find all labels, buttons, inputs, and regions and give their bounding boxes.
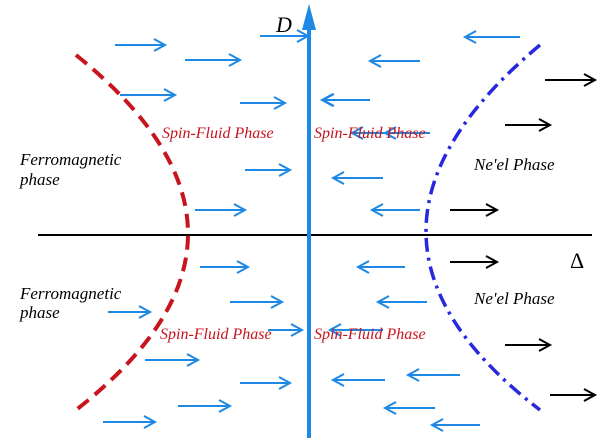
right-flow-arrow-7 <box>230 295 285 309</box>
delta-axis-label: Δ <box>570 248 584 273</box>
right-flow-arrow-11 <box>178 399 233 413</box>
neel-flow-arrow-1 <box>505 118 553 132</box>
left-flow-arrow-1 <box>367 54 420 68</box>
right-flow-arrow-6 <box>200 260 251 274</box>
spin-fluid-label-bottom-right: Spin-Fluid Phase <box>314 326 426 343</box>
right-flow-arrow-5 <box>195 203 248 217</box>
neel-flow-arrow-4 <box>505 338 553 352</box>
neel-label-bottom: Ne'el Phase <box>473 289 555 308</box>
right-flow-arrow-12 <box>260 29 311 43</box>
right-flow-arrow-8 <box>145 353 201 367</box>
right-flow-arrow-1 <box>185 53 243 67</box>
left-flow-arrow-10 <box>405 368 460 382</box>
right-flow-arrow-4 <box>245 163 293 177</box>
right-flow-arrow-3 <box>240 96 288 110</box>
neel-label-top: Ne'el Phase <box>473 155 555 174</box>
right-flow-arrow-2 <box>120 88 178 102</box>
spin-fluid-label-top-left: Spin-Fluid Phase <box>162 125 274 142</box>
spin-fluid-label-bottom-left: Spin-Fluid Phase <box>160 326 272 343</box>
ferro-top-label-line2: phase <box>19 170 60 189</box>
right-flow-arrow-13 <box>268 323 305 337</box>
neel-flow-arrow-5 <box>550 388 598 402</box>
d-axis-label: D <box>275 12 292 37</box>
left-flow-arrow-7 <box>375 295 427 309</box>
neel-boundary <box>424 43 542 412</box>
ferro-top-label-line1: Ferromagnetic <box>19 150 122 169</box>
left-flow-arrow-5 <box>369 203 420 217</box>
flow-arrows <box>103 29 598 432</box>
left-flow-arrow-14 <box>349 126 398 140</box>
left-flow-arrow-6 <box>355 260 405 274</box>
right-flow-arrow-9 <box>240 376 293 390</box>
neel-flow-arrow-3 <box>450 255 500 269</box>
ferromagnetic-boundary <box>74 53 190 412</box>
left-flow-arrow-4 <box>330 171 383 185</box>
left-flow-arrow-8 <box>327 323 383 337</box>
neel-flow-arrow-0 <box>545 73 598 87</box>
ferro-bottom-label-line2: phase <box>19 303 60 322</box>
left-flow-arrow-0 <box>462 30 520 44</box>
spin-fluid-label-top-right: Spin-Fluid Phase <box>314 125 426 142</box>
ferro-bottom-label-line1: Ferromagnetic <box>19 284 122 303</box>
right-flow-arrow-0 <box>115 38 168 52</box>
right-flow-arrow-14 <box>108 305 153 319</box>
right-flow-arrow-10 <box>103 415 158 429</box>
left-flow-arrow-9 <box>330 373 385 387</box>
left-flow-arrow-13 <box>320 93 345 107</box>
left-flow-arrow-11 <box>382 401 435 415</box>
d-axis-arrowhead <box>302 4 316 30</box>
left-flow-arrow-12 <box>429 418 480 432</box>
neel-flow-arrow-2 <box>450 203 500 217</box>
